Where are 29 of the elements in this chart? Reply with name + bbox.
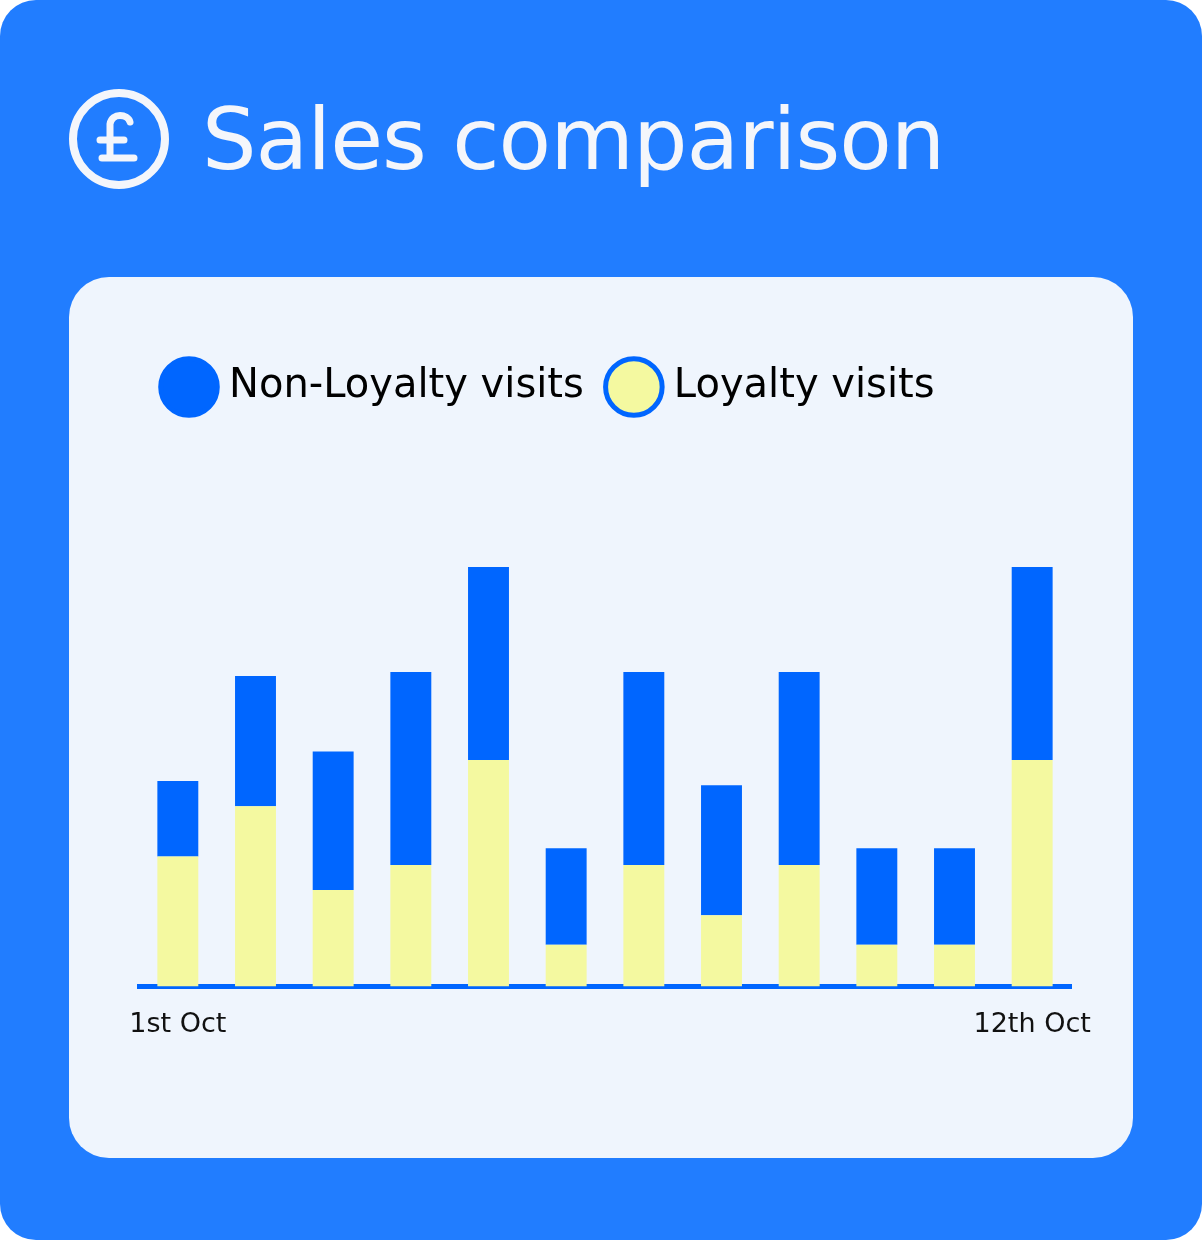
bar bbox=[157, 856, 199, 987]
bar bbox=[701, 785, 742, 916]
bar bbox=[778, 864, 820, 987]
x-tick-label: 1st Oct bbox=[129, 1006, 227, 1038]
bar bbox=[856, 944, 898, 987]
bar bbox=[312, 751, 354, 891]
bar bbox=[856, 848, 898, 945]
bar bbox=[701, 915, 742, 987]
bar bbox=[1011, 760, 1053, 987]
bar bbox=[312, 890, 354, 987]
bar bbox=[934, 848, 975, 945]
bar bbox=[623, 671, 665, 865]
bar bbox=[545, 944, 587, 987]
legend-label: Loyalty visits bbox=[673, 360, 935, 407]
bar bbox=[623, 864, 665, 987]
x-tick-label: 12th Oct bbox=[973, 1006, 1091, 1038]
bar bbox=[235, 676, 276, 807]
bar bbox=[778, 671, 820, 865]
bar bbox=[468, 760, 509, 987]
bar bbox=[934, 944, 975, 987]
bar bbox=[390, 671, 432, 865]
bar bbox=[1011, 567, 1053, 761]
chart-title: Sales comparison bbox=[202, 89, 945, 189]
legend-label: Non-Loyalty visits bbox=[229, 360, 584, 407]
bar bbox=[390, 864, 432, 987]
bar bbox=[468, 567, 509, 761]
bar bbox=[157, 781, 199, 857]
bar bbox=[235, 806, 276, 987]
bar bbox=[545, 848, 587, 945]
